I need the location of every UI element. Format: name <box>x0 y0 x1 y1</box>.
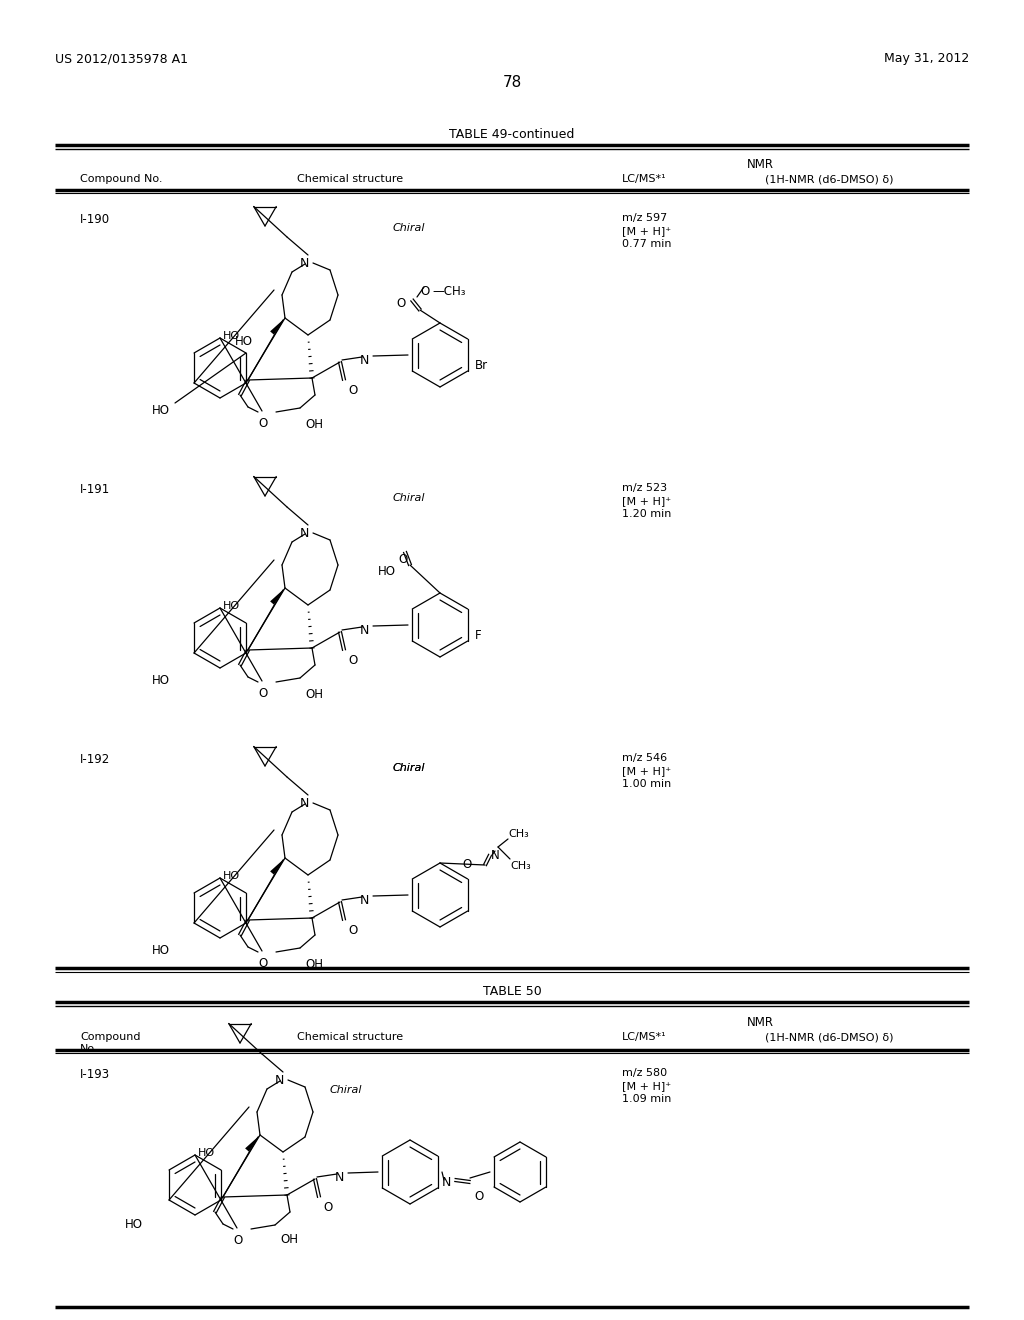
Text: HO: HO <box>223 601 240 611</box>
Text: HO: HO <box>223 871 240 880</box>
Text: (1H-NMR (d6-DMSO) δ): (1H-NMR (d6-DMSO) δ) <box>765 174 894 183</box>
Text: m/z 580: m/z 580 <box>622 1068 667 1078</box>
Text: m/z 597: m/z 597 <box>622 213 668 223</box>
Text: O: O <box>348 384 357 397</box>
Text: Chiral: Chiral <box>393 763 426 774</box>
Text: TABLE 50: TABLE 50 <box>482 985 542 998</box>
Text: O: O <box>474 1191 483 1203</box>
Text: Chiral: Chiral <box>393 492 426 503</box>
Text: N: N <box>334 1171 344 1184</box>
Text: [M + H]⁺: [M + H]⁺ <box>622 1081 671 1092</box>
Text: O: O <box>323 1201 332 1214</box>
Polygon shape <box>245 1135 260 1151</box>
Text: May 31, 2012: May 31, 2012 <box>884 51 969 65</box>
Polygon shape <box>270 587 285 605</box>
Text: 1.00 min: 1.00 min <box>622 779 672 789</box>
Text: NMR: NMR <box>746 1016 773 1030</box>
Text: HO: HO <box>223 331 240 341</box>
Text: OH: OH <box>280 1233 298 1246</box>
Text: I-191: I-191 <box>80 483 111 496</box>
Text: F: F <box>475 630 481 642</box>
Text: HO: HO <box>125 1218 143 1232</box>
Text: [M + H]⁺: [M + H]⁺ <box>622 496 671 506</box>
Text: 78: 78 <box>503 75 521 90</box>
Text: O: O <box>258 686 267 700</box>
Text: N: N <box>359 354 369 367</box>
Text: OH: OH <box>305 688 323 701</box>
Text: N: N <box>299 257 308 271</box>
Text: HO: HO <box>234 335 253 348</box>
Text: —CH₃: —CH₃ <box>432 285 466 298</box>
Text: O: O <box>258 417 267 430</box>
Text: O: O <box>463 858 472 871</box>
Text: Chemical structure: Chemical structure <box>297 1032 403 1041</box>
Text: HO: HO <box>378 565 396 578</box>
Text: CH₃: CH₃ <box>508 829 528 840</box>
Text: NMR: NMR <box>746 158 773 172</box>
Text: US 2012/0135978 A1: US 2012/0135978 A1 <box>55 51 188 65</box>
Text: N: N <box>490 849 500 862</box>
Text: Chiral: Chiral <box>393 763 426 774</box>
Text: OH: OH <box>305 958 323 972</box>
Text: N: N <box>274 1074 284 1086</box>
Text: Chiral: Chiral <box>393 223 426 234</box>
Text: OH: OH <box>305 418 323 432</box>
Text: Compound No.: Compound No. <box>80 174 163 183</box>
Text: O: O <box>348 653 357 667</box>
Text: m/z 546: m/z 546 <box>622 752 667 763</box>
Text: 1.20 min: 1.20 min <box>622 510 672 519</box>
Text: N: N <box>359 894 369 907</box>
Text: HO: HO <box>152 944 170 957</box>
Text: O: O <box>233 1234 243 1247</box>
Text: TABLE 49-continued: TABLE 49-continued <box>450 128 574 141</box>
Text: [M + H]⁺: [M + H]⁺ <box>622 226 671 236</box>
Text: (1H-NMR (d6-DMSO) δ): (1H-NMR (d6-DMSO) δ) <box>765 1032 894 1041</box>
Text: O: O <box>420 285 429 298</box>
Text: I-193: I-193 <box>80 1068 111 1081</box>
Text: I-192: I-192 <box>80 752 111 766</box>
Text: Br: Br <box>475 359 488 372</box>
Text: HO: HO <box>152 404 170 417</box>
Text: HO: HO <box>152 675 170 686</box>
Text: LC/MS*¹: LC/MS*¹ <box>622 174 667 183</box>
Text: N: N <box>299 527 308 540</box>
Text: O: O <box>348 924 357 937</box>
Text: 1.09 min: 1.09 min <box>622 1094 672 1104</box>
Text: N: N <box>359 624 369 638</box>
Text: O: O <box>258 957 267 970</box>
Text: N: N <box>299 797 308 810</box>
Text: Chiral: Chiral <box>330 1085 362 1096</box>
Text: HO: HO <box>198 1148 215 1158</box>
Text: LC/MS*¹: LC/MS*¹ <box>622 1032 667 1041</box>
Text: m/z 523: m/z 523 <box>622 483 667 492</box>
Text: CH₃: CH₃ <box>510 861 530 871</box>
Text: Chemical structure: Chemical structure <box>297 174 403 183</box>
Text: Compound
No.: Compound No. <box>80 1032 140 1053</box>
Polygon shape <box>270 318 285 335</box>
Polygon shape <box>270 858 285 875</box>
Text: 0.77 min: 0.77 min <box>622 239 672 249</box>
Text: [M + H]⁺: [M + H]⁺ <box>622 766 671 776</box>
Text: I-190: I-190 <box>80 213 111 226</box>
Text: O: O <box>396 297 406 310</box>
Text: N: N <box>441 1176 451 1189</box>
Text: O: O <box>398 553 408 566</box>
